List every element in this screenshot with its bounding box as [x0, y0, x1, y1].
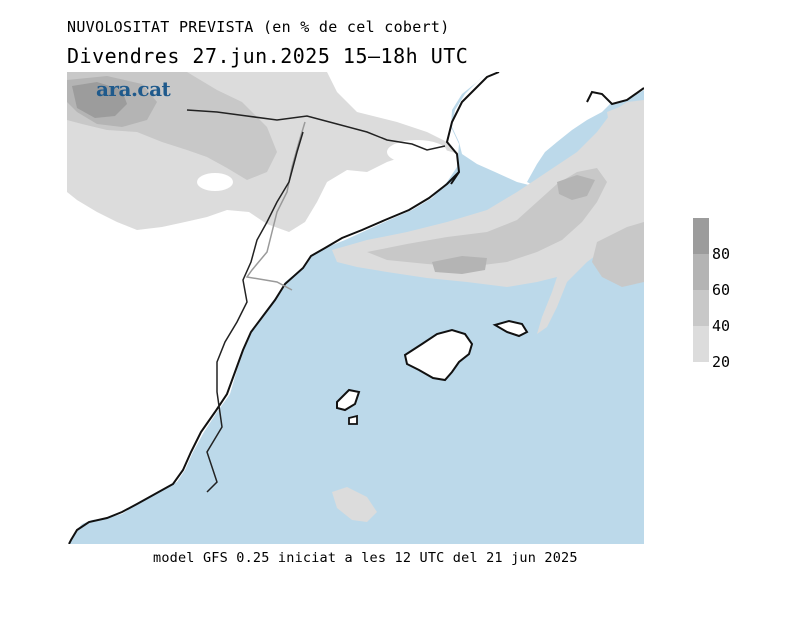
coastline-main: [68, 171, 460, 544]
coastline: [445, 72, 500, 185]
clear-patch-1: [197, 173, 233, 191]
legend-label-20: 20: [712, 353, 731, 371]
map-title: NUVOLOSITAT PREVISTA (en % de cel cobert…: [67, 18, 450, 36]
map-subtitle: Divendres 27.jun.2025 15–18h UTC: [67, 44, 469, 68]
regional-border-2: [206, 131, 304, 493]
legend-label-40: 40: [712, 317, 731, 335]
model-footnote: model GFS 0.25 iniciat a les 12 UTC del …: [153, 550, 578, 566]
legend-swatch-60: [693, 254, 709, 290]
legend-label-80: 80: [712, 245, 731, 263]
cloud-band-sea-core: [432, 256, 487, 274]
cloud-band-sea-mid: [367, 168, 607, 267]
clear-patch-2: [387, 140, 447, 164]
cloud-area-east: [592, 222, 644, 287]
cloud-cover-map: ara.cat: [67, 72, 644, 544]
source-logo: ara.cat: [96, 77, 171, 101]
island-mallorca: [403, 328, 474, 382]
national-border: [186, 109, 446, 151]
coastline-france: [586, 87, 644, 106]
map-canvas: [67, 72, 644, 544]
legend-swatch-80: [693, 218, 709, 254]
cloud-patch-south: [332, 487, 377, 522]
regional-border: [245, 121, 306, 291]
island-formentera: [348, 414, 358, 425]
cloud-band-sea-core2: [557, 175, 595, 200]
legend-label-60: 60: [712, 281, 731, 299]
cloud-band-sea: [332, 100, 644, 334]
island-ibiza: [336, 388, 361, 412]
cloud-patch-east-2: [607, 102, 644, 182]
cloud-area-northwest-peak: [72, 82, 127, 118]
legend-swatch-20: [693, 326, 709, 362]
legend-scale: [693, 218, 709, 362]
land-france-coast: [452, 72, 644, 187]
island-menorca: [492, 319, 529, 338]
legend-swatch-40: [693, 290, 709, 326]
